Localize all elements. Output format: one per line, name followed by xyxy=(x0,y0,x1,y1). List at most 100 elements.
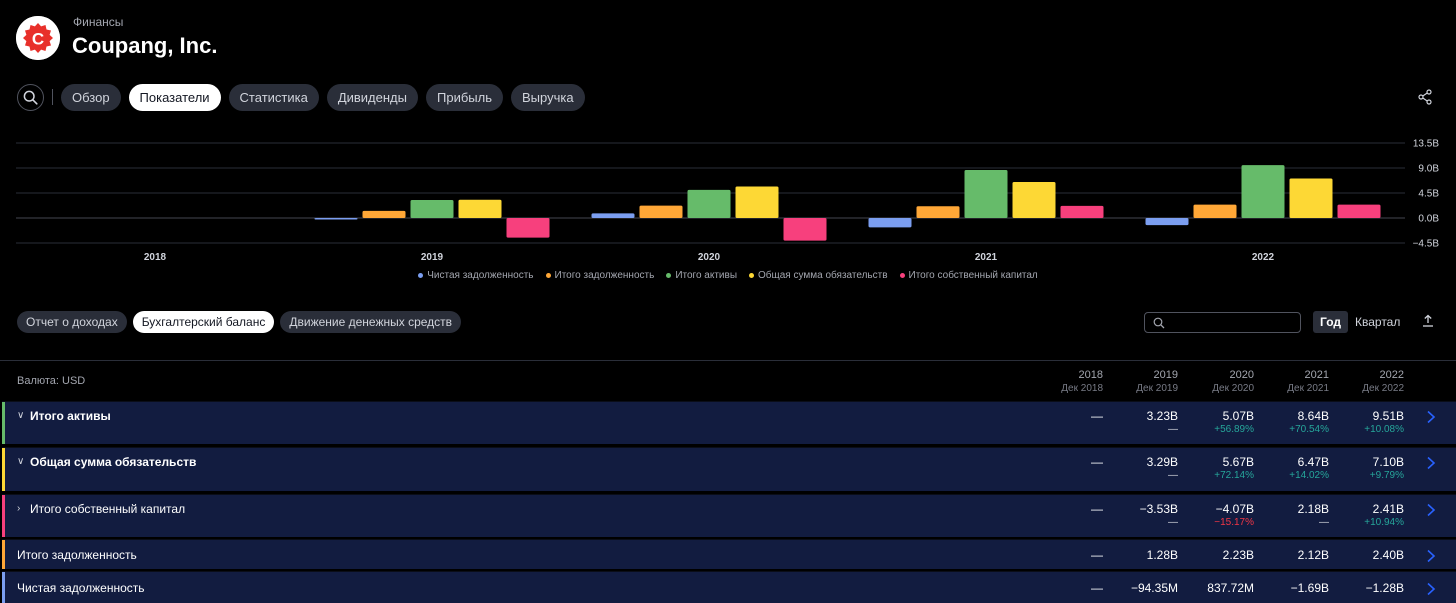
period-year-button[interactable]: Год xyxy=(1313,311,1348,333)
tab-metrics[interactable]: Показатели xyxy=(128,84,221,111)
legend-dot-icon xyxy=(418,273,424,278)
legend-item[interactable]: Итого задолженность xyxy=(545,270,654,281)
column-year: 2018 xyxy=(1078,369,1103,381)
page-subtitle: Финансы xyxy=(73,15,124,29)
y-tick-label: 0.0B xyxy=(1418,214,1439,225)
y-tick-label: 4.5B xyxy=(1418,189,1439,200)
search-icon xyxy=(1153,317,1165,328)
company-name: Coupang, Inc. xyxy=(72,33,218,58)
table-search-input[interactable] xyxy=(1144,312,1301,333)
chart-bar[interactable] xyxy=(735,186,779,219)
tab-statistics[interactable]: Статистика xyxy=(228,84,319,111)
chevron-right-icon[interactable] xyxy=(1426,549,1436,563)
row-label: Итого собственный капитал xyxy=(30,502,186,516)
x-tick-label: 2021 xyxy=(975,252,998,263)
column-header: 2020 Дек 2020 xyxy=(1184,369,1254,394)
chart-bar[interactable] xyxy=(410,200,454,218)
legend-label: Чистая задолженность xyxy=(427,270,534,281)
row-color-bar xyxy=(2,448,5,491)
chart-bar[interactable] xyxy=(591,213,635,218)
cell-value: — xyxy=(1091,409,1103,423)
tab-overview[interactable]: Обзор xyxy=(61,84,121,111)
chevron-right-icon[interactable] xyxy=(1426,582,1436,596)
legend-label: Итого собственный капитал xyxy=(908,270,1038,281)
chevron-right-icon[interactable] xyxy=(1426,503,1436,517)
cell-value: 5.07B xyxy=(1222,409,1254,423)
legend-label: Итого активы xyxy=(675,270,738,281)
chart-bar[interactable] xyxy=(362,210,406,218)
chart-bar[interactable] xyxy=(916,206,960,218)
legend-item[interactable]: Итого собственный капитал xyxy=(899,270,1038,281)
column-header: 2019 Дек 2019 xyxy=(1108,369,1178,394)
export-button[interactable] xyxy=(1421,314,1435,333)
legend-item[interactable]: Чистая задолженность xyxy=(418,270,534,281)
chevron-right-icon[interactable] xyxy=(1426,410,1436,424)
chart-bar[interactable] xyxy=(1241,165,1285,218)
table-row[interactable]: ∨ Итого активы —3.23B —5.07B +56.89% 8.64B +70… xyxy=(2,401,1456,444)
chart-bar[interactable] xyxy=(1337,204,1381,218)
x-tick-label: 2020 xyxy=(698,252,721,263)
tab-cash-flow[interactable]: Движение денежных средств xyxy=(280,311,462,333)
search-icon xyxy=(23,90,38,105)
expand-chevron-icon[interactable]: ∨ xyxy=(17,410,25,421)
chart-bar[interactable] xyxy=(506,218,550,238)
cell-change: — xyxy=(1319,517,1329,528)
period-quarter-button[interactable]: Квартал xyxy=(1355,315,1401,329)
chart-bar[interactable] xyxy=(687,189,731,218)
chart-bar[interactable] xyxy=(1012,182,1056,218)
cell-value: 2.40B xyxy=(1372,548,1404,562)
column-date: Дек 2018 xyxy=(1061,383,1103,394)
cell-value: 6.47B xyxy=(1297,455,1329,469)
cell-value: — xyxy=(1091,455,1103,469)
chart-bar[interactable] xyxy=(1289,178,1333,218)
chevron-right-icon[interactable] xyxy=(1426,456,1436,470)
legend-dot-icon xyxy=(545,273,551,278)
cell-change: — xyxy=(1168,424,1178,435)
chart-bar[interactable] xyxy=(783,218,827,241)
tab-balance-sheet[interactable]: Бухгалтерский баланс xyxy=(132,311,275,333)
legend-label: Общая сумма обязательств xyxy=(758,270,888,281)
table-row[interactable]: › Итого собственный капитал — −3.53B — −4.07B… xyxy=(2,494,1456,537)
cell-value: −4.07B xyxy=(1215,502,1254,516)
column-date: Дек 2019 xyxy=(1136,383,1178,394)
row-color-bar xyxy=(2,572,5,603)
legend-item[interactable]: Итого активы xyxy=(666,270,737,281)
cell-value: 2.12B xyxy=(1297,548,1329,562)
column-year: 2019 xyxy=(1153,369,1178,381)
table-row[interactable]: Чистая задолженность — −94.35M 837.72M −1.69… xyxy=(2,571,1456,603)
column-date: Дек 2021 xyxy=(1287,383,1329,394)
tab-earnings[interactable]: Прибыль xyxy=(426,84,503,111)
coupang-logo-icon: C xyxy=(16,16,60,60)
table-row[interactable]: Итого задолженность — 1.28B 2.23B 2.12B 2.40B xyxy=(2,539,1456,569)
chart-bar[interactable] xyxy=(964,170,1008,218)
chart-bar[interactable] xyxy=(1193,204,1237,218)
column-year: 2020 xyxy=(1229,369,1254,381)
expand-chevron-icon[interactable]: › xyxy=(17,503,21,514)
cell-value: −3.53B xyxy=(1139,502,1178,516)
cell-value: — xyxy=(1091,502,1103,516)
chart-bar[interactable] xyxy=(868,218,912,228)
y-tick-label: 9.0B xyxy=(1418,164,1439,175)
tab-income-statement[interactable]: Отчет о доходах xyxy=(17,311,127,333)
chart-bar[interactable] xyxy=(639,205,683,218)
tab-dividends[interactable]: Дивиденды xyxy=(326,84,418,111)
table-row[interactable]: ∨ Общая сумма обязательств —3.29B —5.67B +72… xyxy=(2,447,1456,491)
statement-tabs: Отчет о доходах Бухгалтерский баланс Дви… xyxy=(17,311,462,333)
legend-item[interactable]: Общая сумма обязательств xyxy=(749,270,888,281)
expand-chevron-icon[interactable]: ∨ xyxy=(17,456,25,467)
column-year: 2021 xyxy=(1304,369,1329,381)
tab-revenue[interactable]: Выручка xyxy=(510,84,585,111)
chart-bar[interactable] xyxy=(1060,205,1104,218)
cell-change: +10.08% xyxy=(1364,424,1404,435)
chart-bar[interactable] xyxy=(458,199,502,218)
symbol-search-button[interactable] xyxy=(17,84,44,111)
svg-text:C: C xyxy=(32,30,44,49)
row-label: Итого активы xyxy=(30,409,111,423)
x-tick-label: 2019 xyxy=(421,252,444,263)
chart-bar[interactable] xyxy=(1145,218,1189,226)
share-button[interactable] xyxy=(1417,89,1433,110)
cell-change: −15.17% xyxy=(1214,517,1254,528)
chart-bar[interactable] xyxy=(314,218,358,220)
row-label: Чистая задолженность xyxy=(17,581,145,595)
cell-value: 837.72M xyxy=(1207,581,1254,595)
